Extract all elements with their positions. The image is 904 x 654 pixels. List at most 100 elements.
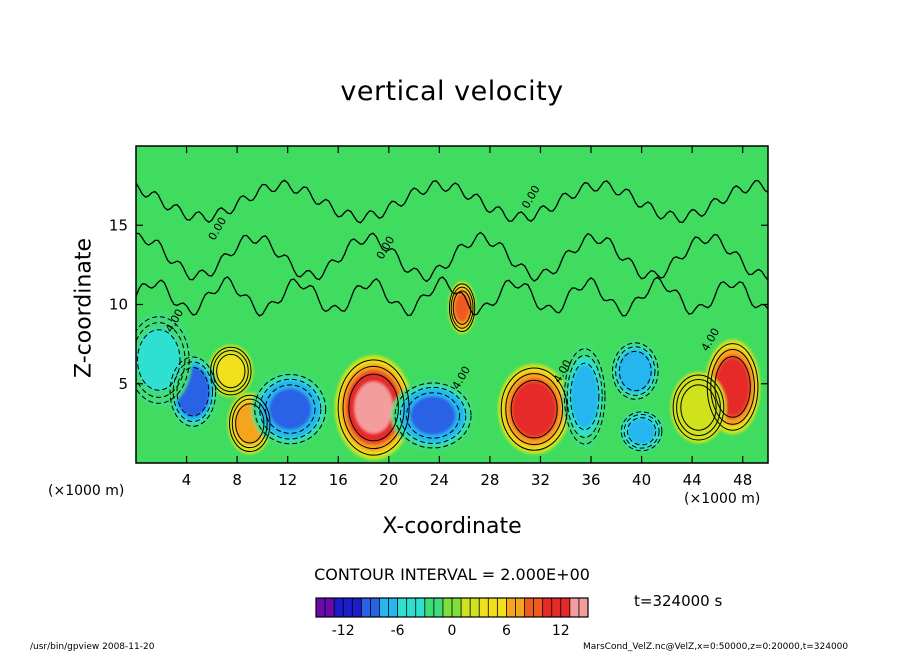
contour-line bbox=[337, 359, 410, 456]
contour-line bbox=[611, 342, 659, 400]
contour-line bbox=[710, 349, 755, 425]
colorbar-tick-label: -12 bbox=[332, 623, 355, 639]
colorbar-swatch bbox=[433, 598, 444, 617]
heatmap-cell bbox=[269, 388, 312, 430]
colorbar-swatch bbox=[361, 598, 371, 617]
colorbar-swatch bbox=[560, 598, 571, 617]
x-unit-left: (×1000 m) bbox=[48, 483, 125, 499]
heatmap-cell bbox=[354, 381, 393, 434]
colorbar-swatch bbox=[325, 598, 335, 617]
y-axis-label: Z-coordinate bbox=[71, 238, 97, 378]
contour-line bbox=[399, 386, 467, 444]
colorbar-swatch bbox=[578, 598, 589, 617]
contour-line bbox=[448, 283, 476, 332]
colorbar-swatch bbox=[497, 598, 507, 617]
colorbar-swatch bbox=[343, 598, 353, 617]
plot-area: 4.004.00 4.004.000.000.000.00 bbox=[135, 145, 769, 464]
contour-line bbox=[137, 329, 181, 391]
colorbar-swatch bbox=[515, 598, 525, 617]
contour-line bbox=[672, 374, 725, 441]
x-tick-label: 36 bbox=[581, 471, 600, 489]
y-tick-label: 15 bbox=[109, 216, 128, 234]
contour-line bbox=[216, 353, 246, 389]
contour-line bbox=[450, 286, 474, 329]
heatmap-cell bbox=[571, 364, 599, 428]
colorbar-swatch bbox=[569, 598, 580, 617]
heatmap-cell bbox=[136, 328, 181, 392]
contour-line bbox=[510, 379, 558, 439]
colorbar-swatch bbox=[479, 598, 489, 617]
contour-line bbox=[706, 343, 759, 431]
contour-line bbox=[264, 384, 316, 434]
contour-line bbox=[348, 373, 399, 442]
colorbar-swatch bbox=[352, 598, 362, 617]
footer-program: /usr/bin/gpview 2008-11-20 bbox=[30, 642, 155, 652]
contour-line bbox=[259, 378, 322, 440]
colorbar-swatch bbox=[334, 598, 344, 617]
x-tick-label: 8 bbox=[232, 471, 242, 489]
colorbar-swatch bbox=[388, 598, 398, 617]
contour-line bbox=[676, 379, 721, 437]
x-axis: 4 8 12 16 20 24 28 32 36 40 44 48 bbox=[182, 146, 752, 489]
x-tick-label: 28 bbox=[480, 471, 499, 489]
contour-line bbox=[623, 413, 660, 449]
colorbar-swatch bbox=[470, 598, 480, 617]
colorbar-swatch bbox=[452, 598, 462, 617]
colorbar-swatch bbox=[370, 598, 380, 617]
contour-line bbox=[136, 276, 768, 317]
colorbar-swatch bbox=[424, 598, 435, 617]
x-tick-label: 12 bbox=[278, 471, 297, 489]
contour-interval-label: CONTOUR INTERVAL = 2.000E+00 bbox=[314, 565, 590, 584]
contour-line bbox=[626, 417, 657, 446]
x-unit-right: (×1000 m) bbox=[684, 491, 761, 507]
contour-line bbox=[342, 365, 405, 450]
contour-line bbox=[452, 290, 472, 325]
contour-line bbox=[136, 179, 768, 224]
contour-line bbox=[394, 382, 472, 449]
colorbar-swatch bbox=[415, 598, 426, 617]
y-tick-label: 5 bbox=[118, 375, 128, 393]
heatmap-cell bbox=[454, 293, 470, 322]
colorbar-swatch bbox=[551, 598, 562, 617]
contour-line bbox=[210, 346, 252, 396]
contour-line bbox=[231, 398, 268, 449]
colorbar-swatch bbox=[506, 598, 516, 617]
colorbar-tick-label: 12 bbox=[552, 623, 570, 639]
x-tick-label: 40 bbox=[632, 471, 651, 489]
x-tick-label: 32 bbox=[531, 471, 550, 489]
contour-line bbox=[235, 403, 265, 444]
colorbar-frame bbox=[315, 597, 589, 618]
time-label: t=324000 s bbox=[634, 592, 723, 610]
contour-line bbox=[136, 316, 190, 404]
y-axis: 5 10 15 bbox=[109, 216, 768, 393]
heatmap-cell bbox=[621, 353, 650, 389]
contour-line bbox=[136, 322, 186, 398]
contour-line bbox=[405, 392, 461, 439]
contour-line bbox=[618, 350, 652, 392]
contour-line bbox=[620, 411, 663, 452]
colorbar-swatch bbox=[542, 598, 553, 617]
contour-line bbox=[136, 231, 768, 283]
heatmap-cell bbox=[677, 380, 720, 435]
colorbar-swatch bbox=[406, 598, 417, 617]
colorbar-swatch bbox=[488, 598, 498, 617]
contour-line bbox=[615, 346, 656, 396]
colorbar-tick-label: 6 bbox=[502, 623, 511, 639]
colorbar-swatch bbox=[316, 598, 326, 617]
colorbar-swatch bbox=[533, 598, 544, 617]
contour-line bbox=[169, 356, 217, 427]
colorbar: -12 -6 0 6 12 bbox=[315, 597, 589, 639]
x-tick-label: 4 bbox=[182, 471, 192, 489]
colorbar-swatch bbox=[524, 598, 534, 617]
heatmap-cell bbox=[718, 362, 747, 411]
contour-line bbox=[570, 362, 600, 431]
contour-line bbox=[172, 361, 214, 423]
chart-title: vertical velocity bbox=[340, 76, 564, 107]
x-tick-label: 24 bbox=[430, 471, 449, 489]
x-axis-label: X-coordinate bbox=[382, 514, 522, 539]
heatmap-cell bbox=[216, 353, 246, 389]
footer-source: MarsCond_VelZ.nc@VelZ,x=0:50000,z=0:2000… bbox=[583, 642, 849, 652]
heatmap-cell bbox=[410, 396, 456, 435]
contour-line bbox=[176, 366, 210, 417]
